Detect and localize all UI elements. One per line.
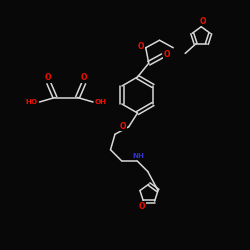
Text: HO: HO: [26, 100, 38, 105]
Text: O: O: [120, 122, 126, 131]
Text: NH: NH: [132, 154, 144, 160]
Text: O: O: [81, 73, 87, 82]
Text: O: O: [138, 42, 144, 51]
Text: O: O: [164, 50, 170, 59]
Text: O: O: [199, 17, 206, 26]
Text: O: O: [139, 202, 145, 211]
Text: O: O: [45, 73, 52, 82]
Text: OH: OH: [95, 100, 107, 105]
